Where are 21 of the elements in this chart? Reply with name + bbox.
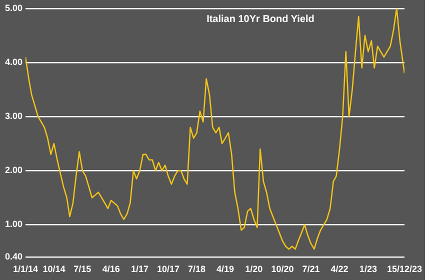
y-tick-label: 1.00: [4, 219, 23, 230]
x-tick-label: 1/17: [131, 264, 149, 274]
x-tick-label: 4/22: [330, 264, 348, 274]
x-tick-label: 10/17: [156, 264, 180, 274]
x-tick-label: 1/23: [359, 264, 377, 274]
y-tick-label: 2.00: [4, 165, 23, 176]
x-tick-label: 10/20: [271, 264, 294, 274]
text: Italian 10Yr Bond Yield: [206, 14, 314, 26]
y-tick-label: 0.40: [4, 252, 23, 262]
x-tick-label: 1/20: [245, 264, 263, 274]
x-tick-label: 4/19: [216, 264, 234, 274]
x-tick-label: 7/15: [74, 264, 92, 274]
x-tick-label: 7/18: [188, 264, 206, 274]
x-tick-label: 10/14: [42, 264, 66, 274]
y-tick-label: 3.00: [4, 111, 23, 122]
x-tick-label: 7/21: [302, 264, 320, 274]
x-tick-label: 1/1/14: [13, 264, 38, 274]
x-tick-label: 4/16: [102, 264, 120, 274]
y-tick-label: 5.00: [4, 2, 23, 13]
y-tick-label: 4.00: [4, 56, 23, 67]
x-tick-label: 15/12/23: [386, 264, 422, 274]
